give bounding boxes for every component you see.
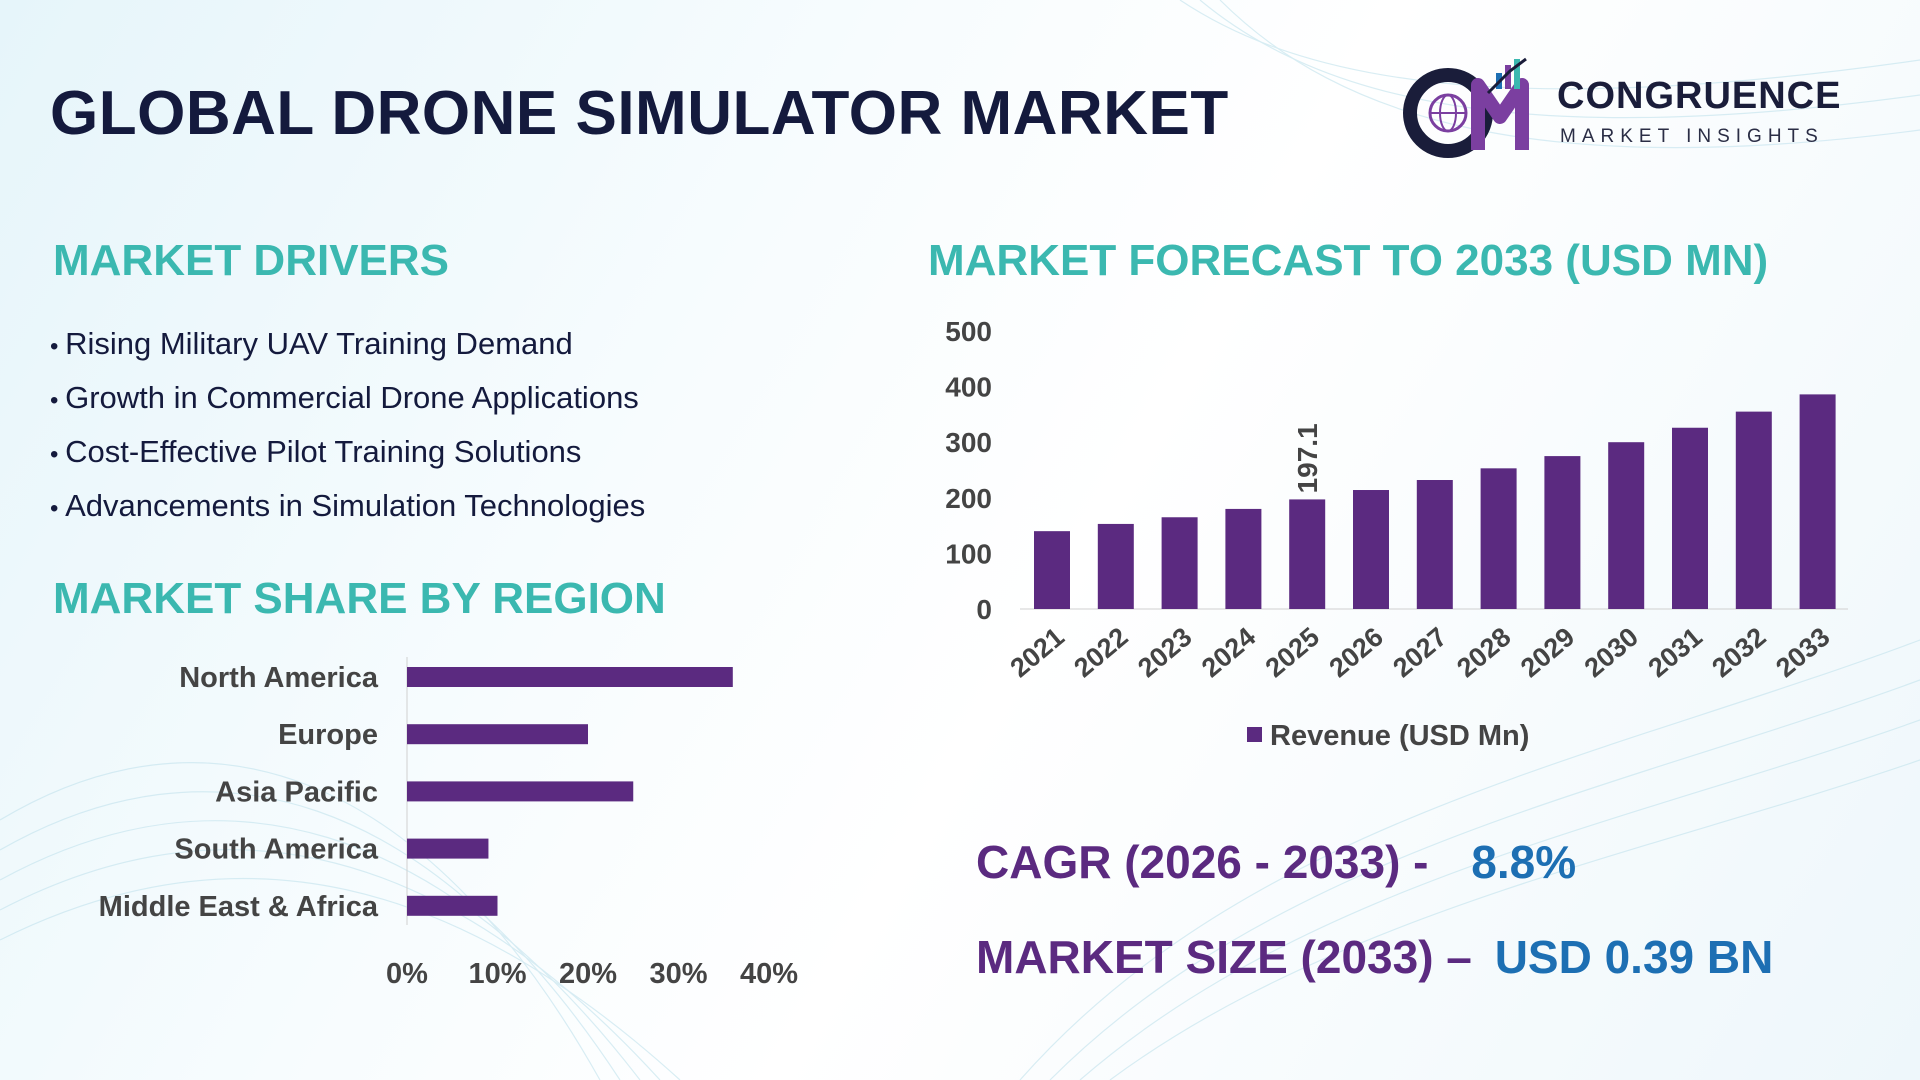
forecast-x-tick-label: 2023 xyxy=(1132,622,1197,684)
region-bar xyxy=(407,838,489,859)
forecast-bar xyxy=(1225,508,1262,609)
region-x-tick-label: 40% xyxy=(740,958,798,990)
forecast-x-tick-label: 2030 xyxy=(1579,622,1644,684)
forecast-x-tick-label: 2022 xyxy=(1068,622,1133,684)
forecast-bar xyxy=(1097,523,1134,609)
region-bar xyxy=(407,781,634,802)
forecast-y-tick-label: 500 xyxy=(945,316,992,347)
region-category-label: South America xyxy=(174,834,378,866)
legend-label: Revenue (USD Mn) xyxy=(1270,720,1529,752)
forecast-x-tick-label: 2027 xyxy=(1387,622,1452,684)
forecast-bar xyxy=(1544,456,1581,609)
region-x-tick-label: 0% xyxy=(386,958,428,990)
region-category-label: Middle East & Africa xyxy=(99,891,379,923)
forecast-heading: MARKET FORECAST TO 2033 (USD MN) xyxy=(928,236,1769,285)
forecast-y-tick-label: 100 xyxy=(945,538,992,569)
cagr-label: CAGR (2026 - 2033) - xyxy=(976,836,1429,888)
forecast-bar xyxy=(1289,499,1326,609)
region-heading: MARKET SHARE BY REGION xyxy=(53,574,666,623)
forecast-data-label: 197.1 xyxy=(1292,423,1323,493)
drivers-list: Rising Military UAV Training Demand Grow… xyxy=(50,322,645,538)
market-size-value: USD 0.39 BN xyxy=(1494,931,1774,983)
driver-item: Advancements in Simulation Technologies xyxy=(50,484,645,538)
region-bar xyxy=(407,667,733,687)
forecast-y-tick-label: 200 xyxy=(945,483,992,514)
market-size-label: MARKET SIZE (2033) – xyxy=(976,931,1472,983)
region-bar xyxy=(407,724,588,745)
company-logo: CONGRUENCE MARKET INSIGHTS xyxy=(1400,55,1870,160)
forecast-x-tick-label: 2029 xyxy=(1515,622,1580,684)
forecast-y-tick-label: 0 xyxy=(976,594,992,625)
region-x-tick-label: 10% xyxy=(468,958,526,990)
forecast-x-tick-label: 2021 xyxy=(1005,622,1070,684)
forecast-bar xyxy=(1799,394,1836,609)
region-bar xyxy=(407,895,498,916)
driver-item: Growth in Commercial Drone Applications xyxy=(50,376,645,430)
forecast-bar xyxy=(1161,517,1198,609)
page-title: GLOBAL DRONE SIMULATOR MARKET xyxy=(50,79,1229,148)
forecast-bar xyxy=(1735,411,1772,609)
forecast-x-tick-label: 2026 xyxy=(1324,622,1389,684)
cagr-row: CAGR (2026 - 2033) - 8.8% xyxy=(976,835,1576,889)
forecast-y-tick-label: 300 xyxy=(945,427,992,458)
forecast-x-tick-label: 2031 xyxy=(1643,622,1708,684)
region-category-label: Asia Pacific xyxy=(215,776,378,808)
forecast-y-tick-label: 400 xyxy=(945,372,992,403)
forecast-bar xyxy=(1608,442,1645,609)
forecast-bar xyxy=(1672,427,1708,609)
region-x-tick-label: 20% xyxy=(559,958,617,990)
cm-globe-chart-logo-icon xyxy=(1403,57,1529,158)
forecast-x-tick-label: 2024 xyxy=(1196,622,1261,684)
driver-item: Rising Military UAV Training Demand xyxy=(50,322,645,376)
region-x-tick-label: 30% xyxy=(649,958,707,990)
forecast-bar xyxy=(1034,531,1070,609)
cagr-value: 8.8% xyxy=(1471,836,1577,888)
market-size-row: MARKET SIZE (2033) – USD 0.39 BN xyxy=(976,930,1773,984)
forecast-x-tick-label: 2033 xyxy=(1770,622,1835,684)
forecast-bar xyxy=(1480,468,1517,609)
logo-name: CONGRUENCE xyxy=(1557,75,1842,117)
driver-item: Cost-Effective Pilot Training Solutions xyxy=(50,430,645,484)
legend-swatch xyxy=(1247,727,1262,742)
forecast-bar xyxy=(1416,480,1453,609)
drivers-heading: MARKET DRIVERS xyxy=(53,236,450,285)
logo-tagline: MARKET INSIGHTS xyxy=(1560,126,1824,147)
forecast-x-tick-label: 2025 xyxy=(1260,622,1325,684)
forecast-bar xyxy=(1353,490,1389,609)
region-category-label: Europe xyxy=(278,719,378,751)
forecast-x-tick-label: 2028 xyxy=(1451,622,1516,684)
forecast-x-tick-label: 2032 xyxy=(1706,622,1771,684)
region-category-label: North America xyxy=(179,662,379,694)
